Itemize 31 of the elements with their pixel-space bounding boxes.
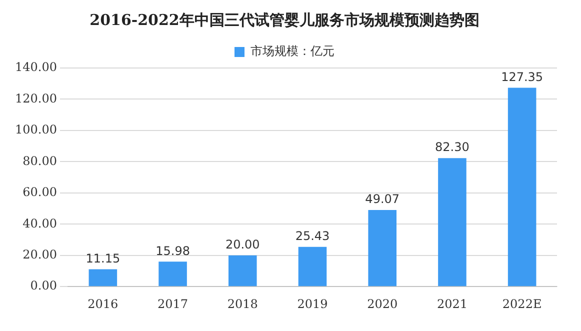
data-label: 82.30 xyxy=(435,140,470,154)
y-tick-label: 40.00 xyxy=(22,216,57,230)
x-tick-label: 2017 xyxy=(158,296,188,311)
data-label: 20.00 xyxy=(225,237,260,252)
x-tick-label: 2022E xyxy=(502,296,542,311)
bar xyxy=(88,269,118,286)
x-tick-label: 2021 xyxy=(436,296,468,311)
bar xyxy=(508,88,536,286)
x-tick-label: 2020 xyxy=(367,296,398,311)
bar xyxy=(228,255,257,286)
x-tick-label: 2018 xyxy=(227,296,258,311)
data-label: 49.07 xyxy=(365,192,400,206)
y-tick-label: 80.00 xyxy=(22,154,57,168)
data-label: 25.43 xyxy=(295,229,330,244)
bar xyxy=(158,262,187,286)
y-tick-label: 120.00 xyxy=(14,91,57,106)
y-tick-label: 140.00 xyxy=(14,60,57,74)
y-tick-label: 100.00 xyxy=(14,122,57,137)
bar xyxy=(368,210,396,286)
x-tick-label: 2019 xyxy=(297,296,328,311)
y-tick-label: 0.00 xyxy=(30,278,57,293)
x-tick-label: 2016 xyxy=(88,296,118,311)
bar xyxy=(438,158,466,286)
data-label: 11.15 xyxy=(86,251,120,266)
y-tick-label: 60.00 xyxy=(22,185,57,200)
chart-title: 2016-2022年中国三代试管婴儿服务市场规模预测趋势图 xyxy=(90,10,480,29)
data-label: 15.98 xyxy=(156,244,190,258)
bar xyxy=(298,246,327,286)
data-label: 127.35 xyxy=(501,70,544,84)
legend-label: 市场规模：亿元 xyxy=(250,44,334,58)
y-tick-label: 20.00 xyxy=(22,247,57,262)
